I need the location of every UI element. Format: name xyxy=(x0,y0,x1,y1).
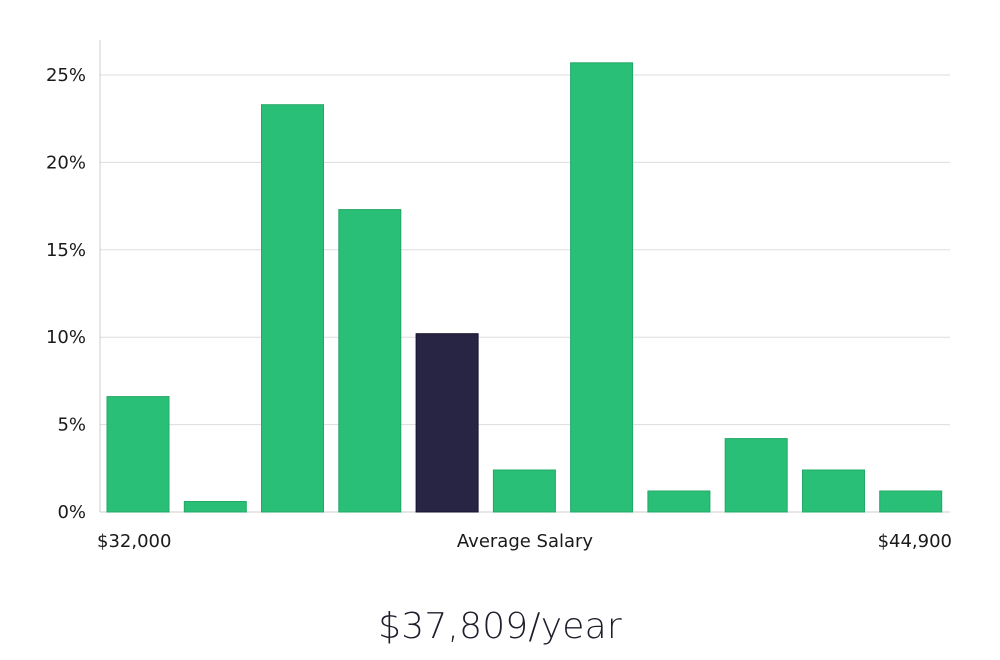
y-tick-labels: 0% 5% 10% 15% 20% 25% xyxy=(46,65,86,523)
y-tick-label: 20% xyxy=(46,152,86,173)
bar xyxy=(879,490,943,513)
x-axis-labels: $32,000 Average Salary $44,900 xyxy=(97,531,952,552)
y-tick-label: 0% xyxy=(57,502,86,523)
y-tick-label: 25% xyxy=(46,65,86,86)
salary-histogram: 0% 5% 10% 15% 20% 25% $32,000 Average Salary … xyxy=(46,40,952,552)
bar-highlighted xyxy=(415,333,479,513)
x-min-label: $32,000 xyxy=(97,531,171,552)
bar xyxy=(492,469,556,513)
bar xyxy=(802,469,865,513)
y-tick-label: 5% xyxy=(57,415,86,436)
bar xyxy=(183,501,247,513)
bar xyxy=(570,62,634,513)
bar xyxy=(647,490,711,513)
x-max-label: $44,900 xyxy=(878,531,952,552)
bar xyxy=(724,438,788,513)
x-axis-title: Average Salary xyxy=(457,531,594,552)
average-salary-value: $37,809/year xyxy=(378,606,622,647)
bar xyxy=(106,396,170,513)
gridlines xyxy=(100,74,950,513)
bar xyxy=(261,104,324,513)
bar xyxy=(338,209,402,513)
y-tick-label: 15% xyxy=(46,240,86,261)
y-tick-label: 10% xyxy=(46,327,86,348)
bars xyxy=(106,62,943,513)
